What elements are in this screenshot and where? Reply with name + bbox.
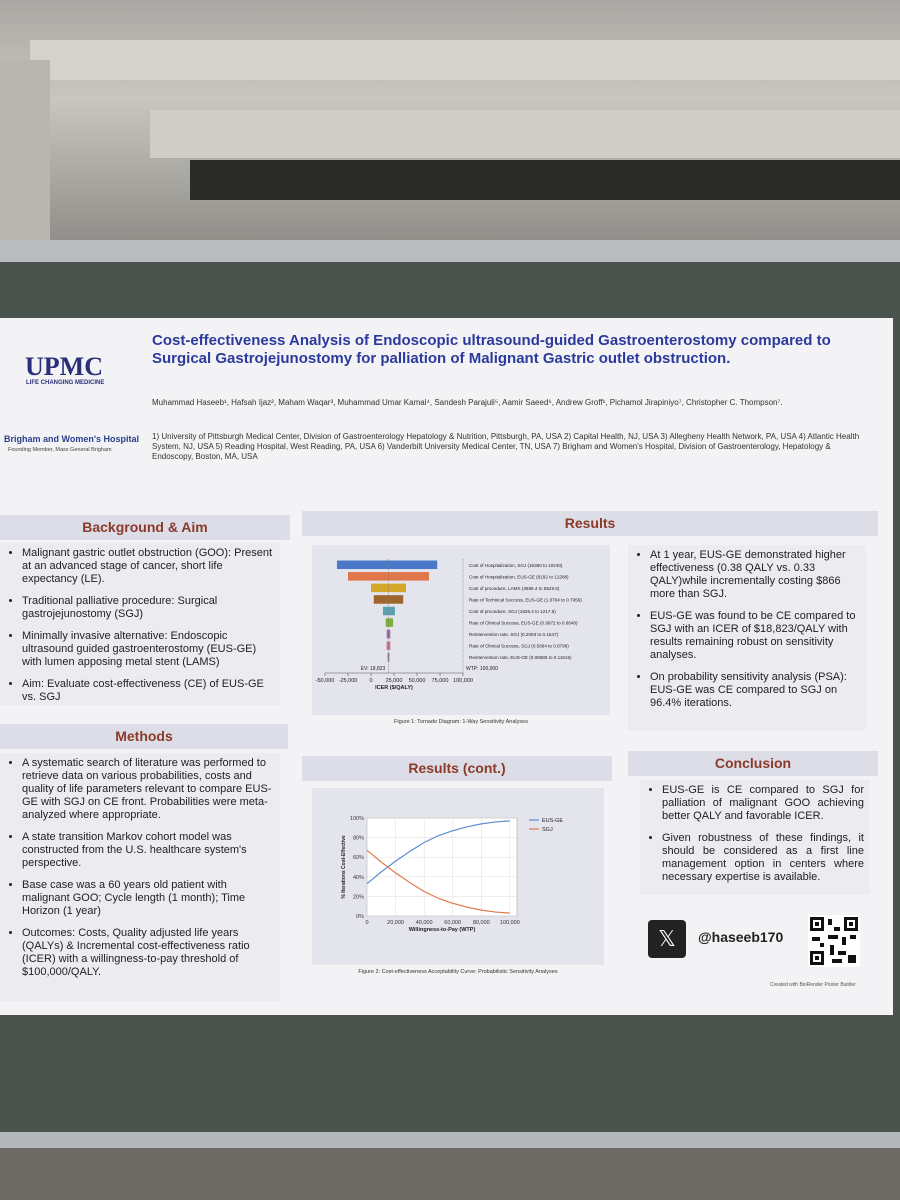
bullet: Outcomes: Costs, Quality adjusted life y… [22, 927, 274, 979]
category-label: Rate of Clinical Success, SGJ (0.5864 to… [469, 644, 569, 649]
bullet: At 1 year, EUS-GE demonstrated higher ef… [650, 549, 860, 601]
ceac-chart: 0% 20% 40% 60% 80% 100% 0 20,000 40,000 60,000 80,… [341, 816, 563, 933]
wtp-label: WTP: 100,000 [466, 666, 498, 672]
x-tick-label: 0 [365, 920, 368, 926]
category-label: Cost of procedure, LAMS (3686.4 to 5529.… [469, 586, 560, 591]
x-tick-label: 0 [369, 678, 372, 684]
x-tick-label: 20,000 [387, 920, 404, 926]
ceiling-gap [190, 160, 900, 200]
x-tick-label: 100,000 [500, 920, 520, 926]
y-tick-label: 40% [353, 875, 364, 881]
x-tick-label: -25,000 [339, 678, 358, 684]
bullet-list: EUS-GE is CE compared to SGJ for palliat… [644, 784, 864, 884]
section-heading: Results [302, 511, 878, 536]
x-logo: 𝕏 [648, 920, 686, 958]
section-box: Malignant gastric outlet obstruction (GO… [0, 543, 280, 705]
legend-label: EUS-GE [542, 818, 563, 824]
bar [385, 618, 394, 627]
x-tick-label: 40,000 [416, 920, 433, 926]
bar [336, 560, 438, 570]
board-frame [0, 240, 900, 262]
ceiling-beam [30, 40, 900, 80]
x-tick-label: 100,000 [453, 678, 473, 684]
section-heading: Background & Aim [0, 515, 290, 540]
logo-upmc: UPMC [25, 352, 103, 381]
bar [386, 641, 391, 650]
x-tick-label: 60,000 [444, 920, 461, 926]
ev-label: EV: 18,823 [361, 666, 386, 672]
bullet: Malignant gastric outlet obstruction (GO… [22, 547, 274, 586]
credit: Created with BioRender Poster Builder [770, 982, 856, 988]
y-tick-label: 80% [353, 836, 364, 842]
affiliations: 1) University of Pittsburgh Medical Cent… [152, 432, 860, 461]
category-label: Reintervention rate, SGJ (0.2093 to 0.15… [469, 632, 559, 637]
section-box: EUS-GE is CE compared to SGJ for palliat… [640, 780, 870, 895]
section-heading: Results (cont.) [302, 756, 612, 781]
bullet: Given robustness of these findings, it s… [662, 832, 864, 884]
bullet: Aim: Evaluate cost-effectiveness (CE) of… [22, 678, 274, 704]
bar [382, 606, 395, 616]
category-label: Rate of Clinical Success, EUS-GE (0.9972… [469, 621, 578, 626]
x-tick-label: -50,000 [316, 678, 335, 684]
x-tick-label: 50,000 [409, 678, 426, 684]
social-handle: @haseeb170 [698, 929, 784, 945]
bullet: On probability sensitivity analysis (PSA… [650, 671, 860, 710]
logo-tagline: LIFE CHANGING MEDICINE [26, 380, 105, 386]
section-heading: Methods [0, 724, 288, 749]
x-axis-label: Willingness-to-Pay (WTP) [409, 927, 476, 933]
bullet: Traditional palliative procedure: Surgic… [22, 595, 274, 621]
poster-title: Cost-effectiveness Analysis of Endoscopi… [152, 332, 831, 367]
y-tick-label: 20% [353, 894, 364, 900]
floor [0, 1148, 900, 1200]
tornado-chart: -50,000 -25,000 0 25,000 50,000 75,000 100,000… [316, 559, 582, 691]
data-line [366, 849, 510, 914]
y-tick-label: 60% [353, 855, 364, 861]
legend-label: SGJ [542, 827, 553, 833]
qr-code [808, 915, 860, 967]
logo-bwh: Brigham and Women's Hospital [4, 434, 139, 444]
y-axis-label: % Iterations Cost-Effective [341, 835, 347, 899]
pillar [0, 60, 50, 240]
bullet-list: Malignant gastric outlet obstruction (GO… [4, 547, 274, 704]
category-label: Cost of Hospitalization, SGJ (15360 to 1… [469, 563, 563, 568]
plot-area [366, 817, 518, 917]
section-heading: Conclusion [628, 751, 878, 776]
x-axis-label: ICER ($/QALY) [375, 685, 413, 691]
bullet-list: A systematic search of literature was pe… [4, 757, 274, 979]
bullet: A systematic search of literature was pe… [22, 757, 274, 822]
x-tick-label: 25,000 [386, 678, 403, 684]
bullet: Base case was a 60 years old patient wit… [22, 879, 274, 918]
figure-caption: Figure 2: Cost-effectiveness Acceptabili… [358, 969, 558, 975]
bullet: A state transition Markov cohort model w… [22, 831, 274, 870]
bullet: EUS-GE was found to be CE compared to SG… [650, 610, 860, 662]
logo-tagline: Founding Member, Mass General Brigham [8, 447, 112, 453]
authors: Muhammad Haseeb¹, Hafsah Ijaz², Maham Wa… [152, 398, 783, 407]
y-tick-label: 0% [356, 914, 364, 920]
figure-caption: Figure 1: Tornado Diagram: 1-Way Sensiti… [394, 719, 528, 725]
bullet: Minimally invasive alternative: Endoscop… [22, 630, 274, 669]
board-rail [0, 1132, 900, 1148]
bar [348, 572, 429, 581]
section-box: A systematic search of literature was pe… [0, 753, 280, 1001]
category-label: Cost of Hospitalization, EUS-GE (8192 to… [469, 574, 569, 579]
y-tick-label: 100% [350, 816, 364, 822]
x-tick-label: 80,000 [473, 920, 490, 926]
bullet-list: At 1 year, EUS-GE demonstrated higher ef… [632, 549, 860, 710]
category-label: Cost of procedure, SGJ (1826.4 to 1217.6… [469, 609, 556, 614]
x-tick-label: 75,000 [432, 678, 449, 684]
data-line [366, 820, 510, 885]
category-label: Reintervention rate, EUS-GE (0.08585 to … [469, 655, 572, 660]
section-box: At 1 year, EUS-GE demonstrated higher ef… [628, 545, 866, 730]
bullet: EUS-GE is CE compared to SGJ for palliat… [662, 784, 864, 823]
ceiling-beam [150, 110, 900, 158]
category-label: Rate of Technical Success, EUS-GE (1.076… [469, 597, 582, 602]
